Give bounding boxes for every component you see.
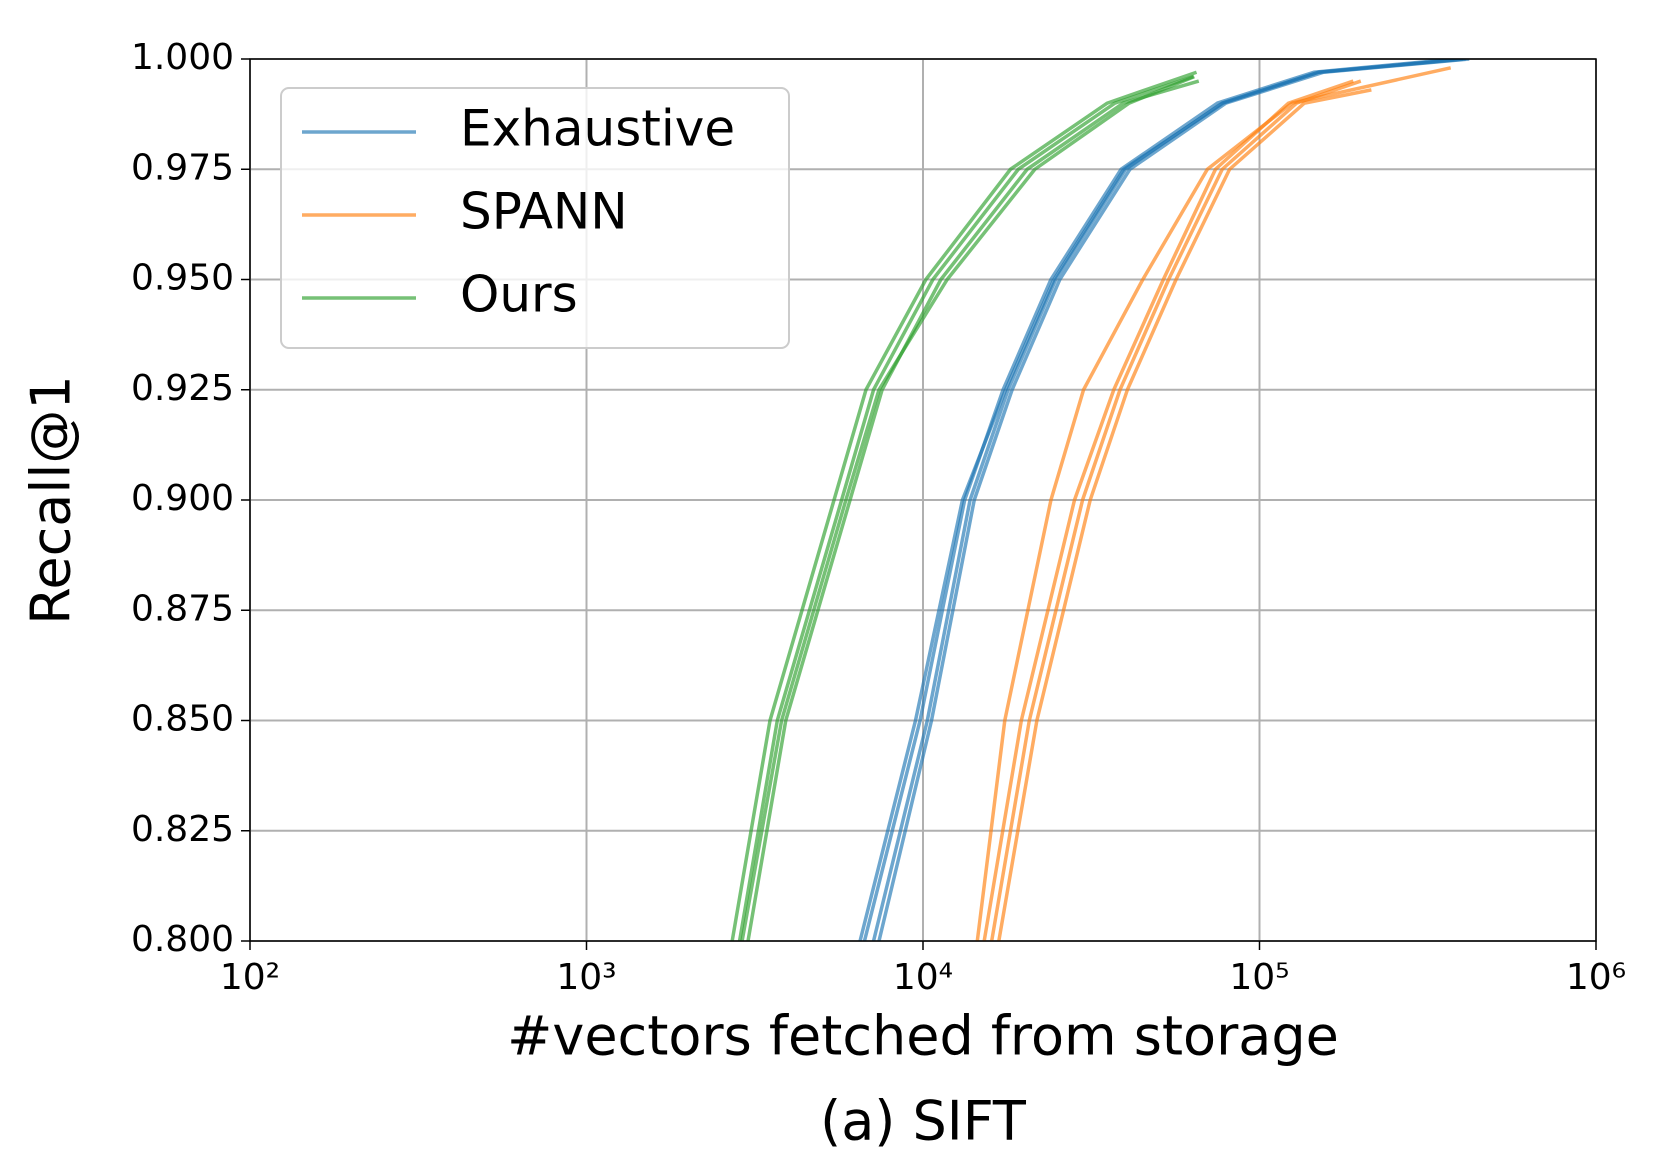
series-line bbox=[737, 74, 1194, 941]
plot-lines bbox=[730, 59, 1470, 941]
x-tick-label: 10⁵ bbox=[1229, 957, 1289, 998]
legend-frame bbox=[280, 87, 790, 349]
x-tick-label: 10⁴ bbox=[893, 957, 953, 998]
legend-label: Ours bbox=[460, 266, 578, 324]
y-tick-label: 1.000 bbox=[131, 37, 234, 78]
y-tick-label: 0.950 bbox=[131, 258, 234, 299]
series-line bbox=[982, 79, 1354, 941]
y-tick-label: 0.900 bbox=[131, 478, 234, 519]
y-axis-label: Recall@1 bbox=[20, 375, 83, 624]
series-line bbox=[740, 75, 1195, 941]
series-line bbox=[975, 66, 1452, 941]
x-tick-label: 10⁶ bbox=[1566, 957, 1626, 998]
x-tick-label: 10³ bbox=[556, 957, 616, 998]
y-tick-label: 0.850 bbox=[131, 699, 234, 740]
legend: Exhaustive SPANN Ours bbox=[280, 87, 790, 349]
ticks: 0.800 0.825 0.850 0.875 0.900 0.925 0.950 0.975… bbox=[131, 37, 1626, 998]
y-tick-label: 0.825 bbox=[131, 809, 234, 850]
x-tick-label: 10² bbox=[220, 957, 280, 998]
legend-label: SPANN bbox=[460, 183, 628, 241]
y-tick-label: 0.875 bbox=[131, 588, 234, 629]
x-axis-label: #vectors fetched from storage bbox=[507, 1005, 1339, 1068]
series-line bbox=[997, 88, 1372, 941]
series-line bbox=[989, 79, 1362, 941]
y-tick-label: 0.975 bbox=[131, 147, 234, 188]
caption: (a) SIFT bbox=[820, 1090, 1027, 1153]
y-tick-label: 0.800 bbox=[131, 919, 234, 960]
y-tick-label: 0.925 bbox=[131, 368, 234, 409]
legend-label: Exhaustive bbox=[460, 100, 735, 158]
series-line bbox=[858, 59, 1466, 941]
series-line bbox=[730, 70, 1198, 941]
